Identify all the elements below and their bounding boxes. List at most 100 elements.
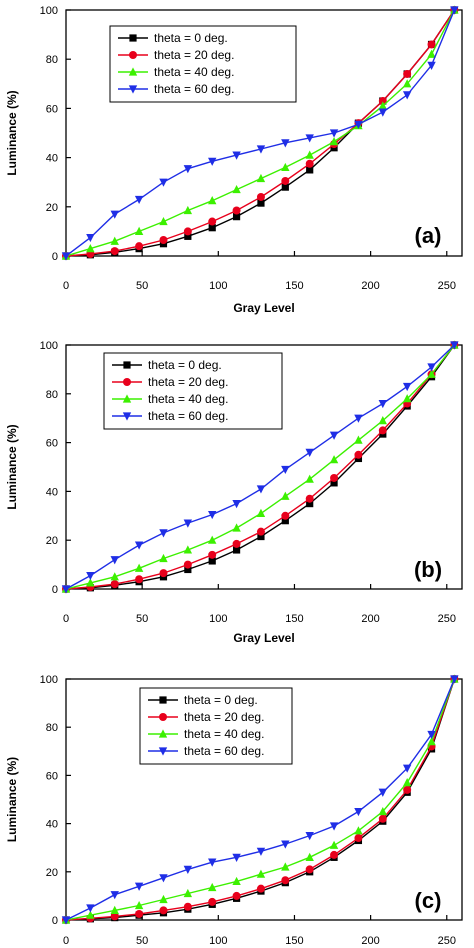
y-tick-label: 20 (46, 535, 58, 547)
data-point (354, 834, 363, 843)
data-point (450, 6, 459, 15)
data-point (257, 532, 265, 541)
data-point (281, 517, 289, 525)
x-axis-label: Gray Level (233, 631, 294, 645)
data-point (183, 560, 192, 569)
y-tick-label: 0 (52, 584, 58, 596)
y-tick-label: 40 (46, 486, 58, 498)
panel-label: (a) (415, 223, 442, 248)
y-tick-label: 20 (46, 202, 58, 214)
chart-panel-1: 0 50 100 150 200 250 0 20 40 60 80 100 Gray Level Lum… (5, 5, 463, 315)
legend-entry-label: theta = 40 deg. (154, 65, 234, 79)
data-point (378, 788, 387, 797)
data-point (354, 450, 363, 459)
legend: theta = 0 deg. theta = 20 deg. theta = 40 … (109, 25, 297, 103)
data-point (378, 108, 387, 117)
y-tick-label: 60 (46, 103, 58, 115)
legend: theta = 0 deg. theta = 20 deg. theta = 40 … (103, 352, 283, 430)
data-point (134, 900, 144, 910)
y-tick-label: 40 (46, 819, 58, 831)
data-point (450, 675, 459, 684)
data-point (61, 252, 71, 261)
data-point (256, 485, 266, 494)
data-point (208, 550, 217, 559)
data-point (232, 853, 241, 862)
data-point (256, 884, 265, 893)
data-point (257, 199, 265, 207)
data-point (305, 494, 314, 503)
data-point (134, 882, 144, 891)
plot-frame (65, 344, 463, 590)
data-point (378, 399, 387, 409)
x-tick-label: 0 (63, 613, 69, 625)
data-point (232, 184, 241, 194)
data-point (256, 173, 266, 183)
data-point (110, 580, 119, 589)
y-tick-label: 80 (46, 54, 58, 66)
x-tick-label: 0 (63, 280, 69, 292)
data-point (330, 473, 339, 482)
data-point (86, 578, 95, 587)
series-theta60 (61, 6, 459, 261)
data-point (305, 474, 314, 483)
data-point (305, 134, 314, 143)
y-tick-label: 60 (46, 438, 58, 450)
data-point (208, 217, 217, 226)
data-point (135, 575, 144, 584)
data-point (256, 192, 265, 201)
data-point (281, 139, 290, 148)
x-tick-label: 100 (209, 613, 227, 625)
data-point (354, 826, 363, 835)
data-point (305, 448, 314, 457)
data-point (208, 510, 217, 520)
data-point (232, 546, 241, 554)
data-point (281, 862, 290, 871)
y-tick-label: 80 (46, 722, 58, 734)
data-point (256, 527, 265, 536)
x-tick-label: 200 (361, 613, 379, 625)
data-point (378, 97, 387, 106)
data-point (402, 764, 412, 773)
data-point (256, 869, 266, 878)
x-tick-label: 50 (136, 280, 148, 292)
data-point (232, 151, 241, 160)
data-point (281, 511, 290, 520)
chart-panel-2: 0 50 100 150 200 250 0 20 40 60 80 100 Gray Level Lum… (5, 340, 463, 645)
data-point (256, 847, 266, 856)
data-point (403, 785, 412, 794)
legend-entry-label: theta = 40 deg. (184, 727, 264, 741)
legend-marker (159, 713, 167, 721)
data-point (208, 535, 217, 544)
data-point (427, 363, 436, 372)
data-point (134, 195, 144, 205)
legend-marker (128, 85, 138, 94)
y-tick-label: 60 (46, 770, 58, 782)
data-point (306, 500, 314, 508)
plot-frame (65, 9, 463, 257)
y-tick-label: 40 (46, 153, 58, 165)
legend-marker (122, 412, 132, 421)
data-point (427, 369, 436, 378)
legend-marker (123, 361, 131, 369)
data-point (232, 539, 241, 548)
data-point (378, 426, 387, 435)
data-point (232, 213, 241, 221)
data-point (305, 832, 314, 841)
x-tick-label: 50 (136, 935, 148, 947)
data-point (159, 906, 168, 915)
data-point (183, 165, 193, 174)
data-point (427, 737, 436, 746)
x-tick-label: 100 (209, 280, 227, 292)
x-tick-label: 200 (361, 280, 379, 292)
data-point (159, 894, 168, 904)
data-point (354, 807, 363, 817)
data-point (61, 585, 71, 594)
data-point (450, 341, 459, 350)
legend-entry-label: theta = 40 deg. (148, 392, 228, 406)
legend-marker (129, 51, 137, 59)
panel-label: (b) (414, 557, 442, 582)
y-tick-label: 100 (40, 5, 58, 17)
data-point (427, 730, 436, 740)
data-point (378, 416, 387, 425)
data-point (208, 882, 217, 892)
